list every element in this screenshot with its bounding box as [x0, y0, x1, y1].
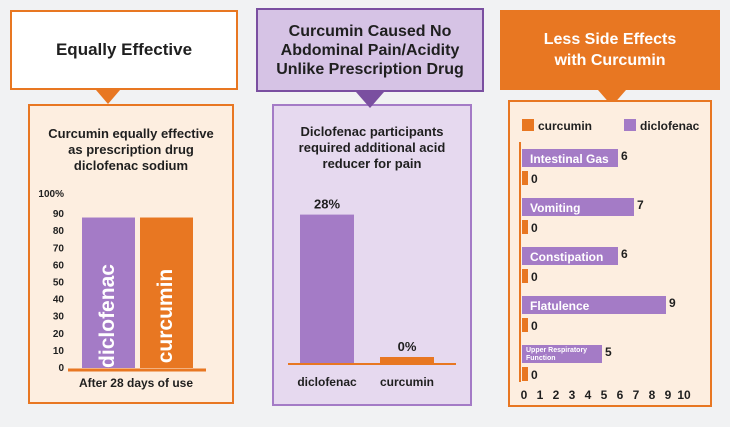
- panel-2-title-line-3: Unlike Prescription Drug: [276, 60, 464, 78]
- chart-2-category-label-diclofenac: diclofenac: [297, 375, 357, 389]
- chart-2-category-label-curcumin: curcumin: [380, 375, 434, 389]
- chart-3-bar-curcumin: [522, 269, 528, 283]
- chart-1-ytick-label: 50: [53, 278, 65, 289]
- chart-3-xtick-label: 9: [665, 388, 672, 402]
- chart-3-xtick-label: 1: [537, 388, 544, 402]
- chart-3-box: curcumin diclofenac Intestinal Gas 6 0 Vomi…: [508, 100, 712, 407]
- chart-3-value-diclofenac: 7: [637, 198, 644, 212]
- panel-1-title-text: Equally Effective: [55, 40, 193, 59]
- chart-3-category-label: Constipation: [530, 250, 603, 264]
- chart-1-xlabel: After 28 days of use: [79, 376, 193, 390]
- legend-diclofenac-label: diclofenac: [640, 119, 700, 133]
- legend-curcumin-swatch: [522, 119, 534, 131]
- legend-diclofenac-swatch: [624, 119, 636, 131]
- panel-3-title-line-1: Less Side Effects: [543, 31, 677, 48]
- chart-1-ytick-label: 80: [53, 226, 65, 237]
- chart-1-box: Curcumin equally effective as prescripti…: [28, 104, 234, 404]
- chart-3-value-curcumin: 0: [531, 319, 538, 333]
- chart-3-value-diclofenac: 6: [621, 247, 628, 261]
- chart-3-xtick-label: 6: [617, 388, 624, 402]
- chart-3-value-curcumin: 0: [531, 172, 538, 186]
- panel-2-title-line-1: Curcumin Caused No: [288, 22, 452, 40]
- chart-2-bars: 28% diclofenac 0% curcumin: [297, 197, 434, 389]
- chart-3-value-curcumin: 0: [531, 368, 538, 382]
- chart-3-bar-diclofenac: [522, 198, 634, 216]
- chart-1-ytick-label: 60: [53, 260, 65, 271]
- chart-1-ytick-label: 0: [58, 363, 64, 374]
- chart-3-xtick-label: 10: [677, 388, 691, 402]
- panel-1-tail: [96, 90, 120, 104]
- chart-3-bar-curcumin: [522, 171, 528, 185]
- chart-2-title-line-1: Diclofenac participants: [300, 124, 443, 139]
- chart-3-xtick-label: 4: [585, 388, 592, 402]
- chart-3-xtick-label: 0: [521, 388, 528, 402]
- chart-3-category-label: Vomiting: [530, 201, 580, 215]
- panel-2-title: Curcumin Caused No Abdominal Pain/Acidit…: [256, 8, 484, 92]
- chart-2-value-label-curcumin: 0%: [398, 339, 417, 354]
- chart-2-bar-diclofenac: [300, 214, 354, 363]
- panel-2-title-line-2: Abdominal Pain/Acidity: [280, 41, 460, 59]
- chart-3-value-diclofenac: 6: [621, 149, 628, 163]
- chart-3-bar-diclofenac: [522, 247, 618, 265]
- chart-2-title-line-2: required additional acid: [299, 140, 446, 155]
- chart-1-ytick-label: 90: [53, 209, 65, 220]
- chart-3-xtick-label: 3: [569, 388, 576, 402]
- chart-1-y-axis: 0 10 20 30 40 50 60 70 80 90: [53, 209, 65, 374]
- chart-1-ytick-label: 20: [53, 329, 65, 340]
- chart-3-category-label: Intestinal Gas: [530, 152, 609, 166]
- chart-1-title-line-3: diclofenac sodium: [74, 158, 188, 173]
- chart-3-svg: curcumin diclofenac Intestinal Gas 6 0 Vomi…: [519, 119, 700, 402]
- chart-3-x-axis: 0 1 2 3 4 5 6 7 8 9 10: [521, 388, 691, 402]
- chart-3-category-label: Function: [526, 355, 556, 362]
- chart-3-bar-curcumin: [522, 318, 528, 332]
- chart-3-bar-curcumin: [522, 220, 528, 234]
- chart-1-ytick-label: 40: [53, 295, 65, 306]
- chart-3-bars: Intestinal Gas 6 0 Vomiting 7 0 Constipation 6 0…: [522, 149, 676, 382]
- chart-2-title-line-3: reducer for pain: [323, 156, 422, 171]
- chart-1-bar-curcumin: [140, 217, 193, 368]
- chart-3-category-label: Upper Respiratory: [526, 347, 587, 354]
- chart-2-bar-curcumin: [380, 357, 434, 363]
- panel-3-title: Less Side Effects with Curcumin: [500, 10, 720, 90]
- chart-3-bar-diclofenac: [522, 345, 602, 363]
- chart-3-value-curcumin: 0: [531, 221, 538, 235]
- chart-3-bar-diclofenac: [522, 149, 618, 167]
- chart-1-title-line-2: as prescription drug: [68, 142, 194, 157]
- chart-2-svg: Diclofenac participants required additio…: [288, 124, 456, 389]
- chart-3-xtick-label: 5: [601, 388, 608, 402]
- chart-1-svg: Curcumin equally effective as prescripti…: [38, 126, 213, 390]
- panel-3-title-line-2: with Curcumin: [554, 52, 666, 69]
- chart-3-category-label: Flatulence: [530, 299, 590, 313]
- legend-curcumin-label: curcumin: [538, 119, 592, 133]
- chart-2-box: Diclofenac participants required additio…: [272, 104, 472, 406]
- chart-1-bars: diclofenac curcumin: [82, 217, 193, 368]
- chart-1-ytop-label: 100%: [38, 189, 64, 200]
- chart-1-bar-label-diclofenac: diclofenac: [96, 264, 119, 368]
- panel-1-title: Equally Effective: [10, 10, 238, 90]
- chart-3-value-curcumin: 0: [531, 270, 538, 284]
- chart-1-ytick-label: 70: [53, 243, 65, 254]
- chart-3-xtick-label: 7: [633, 388, 640, 402]
- panel-2-tail: [356, 92, 384, 108]
- chart-3-xtick-label: 8: [649, 388, 656, 402]
- chart-2-value-label-diclofenac: 28%: [314, 197, 340, 212]
- chart-1-ytick-label: 30: [53, 312, 65, 323]
- chart-1-bar-label-curcumin: curcumin: [154, 269, 177, 364]
- chart-3-bar-curcumin: [522, 367, 528, 381]
- chart-1-title-line-1: Curcumin equally effective: [48, 126, 213, 141]
- chart-3-value-diclofenac: 5: [605, 345, 612, 359]
- chart-3-bar-diclofenac: [522, 296, 666, 314]
- chart-1-bar-diclofenac: [82, 217, 135, 368]
- chart-3-xtick-label: 2: [553, 388, 560, 402]
- chart-1-ytick-label: 10: [53, 346, 65, 357]
- chart-3-value-diclofenac: 9: [669, 296, 676, 310]
